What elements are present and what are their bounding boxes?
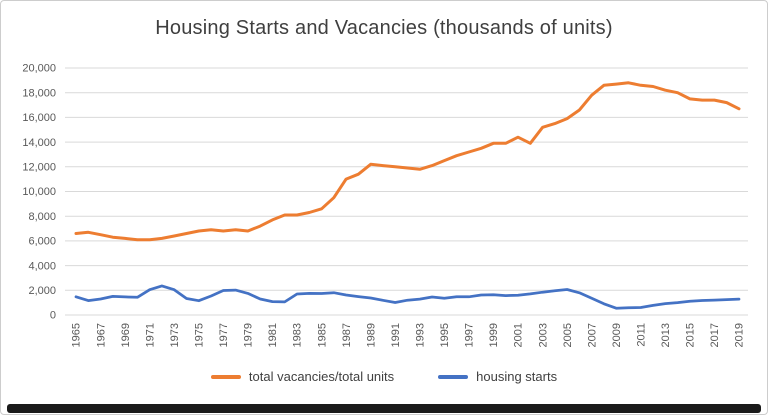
x-axis-tick-label: 2019 <box>734 323 746 347</box>
x-axis-tick-label: 2011 <box>636 323 648 347</box>
x-axis-tick-label: 2005 <box>562 323 574 347</box>
x-axis-tick-label: 1997 <box>464 323 476 347</box>
x-axis-tick-label: 1973 <box>169 323 181 347</box>
x-axis-tick-label: 1981 <box>267 323 279 347</box>
bottom-bar <box>7 404 761 413</box>
series-line-vacancies <box>74 81 741 242</box>
y-axis-tick-label: 14,000 <box>22 137 56 149</box>
x-axis-tick-label: 2007 <box>586 323 598 347</box>
y-axis-tick-label: 4,000 <box>28 260 56 272</box>
x-axis-tick-label: 1969 <box>120 323 132 347</box>
x-axis-tick-label: 1965 <box>71 323 83 347</box>
y-axis-tick-label: 20,000 <box>22 63 56 75</box>
x-axis-tick-label: 2001 <box>513 323 525 347</box>
x-axis-tick-label: 1977 <box>218 323 230 347</box>
x-axis-tick-label: 1967 <box>95 323 107 347</box>
y-axis-tick-label: 8,000 <box>28 211 56 223</box>
y-axis-tick-label: 6,000 <box>28 236 56 248</box>
series-line-housing-starts <box>74 284 741 310</box>
x-axis-tick-label: 1983 <box>292 323 304 347</box>
housing-starts-line-swatch <box>438 374 469 379</box>
legend-label-vacancies: total vacancies/total units <box>248 369 395 384</box>
x-axis-tick-label: 1985 <box>316 323 328 347</box>
x-axis-tick-label: 2003 <box>537 323 549 347</box>
x-axis-tick-label: 2015 <box>685 323 697 347</box>
legend-item-vacancies: total vacancies/total units <box>210 369 395 384</box>
x-axis-tick-label: 1999 <box>488 323 500 347</box>
x-axis-tick-label: 1975 <box>194 323 206 347</box>
x-axis-tick-label: 2013 <box>660 323 672 347</box>
x-axis-tick-label: 1987 <box>341 323 353 347</box>
x-axis-tick-label: 2017 <box>709 323 721 347</box>
x-axis-tick-label: 1991 <box>390 323 402 347</box>
legend-label-housing-starts: housing starts <box>476 369 558 384</box>
y-axis-tick-label: 12,000 <box>22 162 56 174</box>
y-axis-tick-label: 10,000 <box>22 186 56 198</box>
legend-item-housing-starts: housing starts <box>438 369 557 384</box>
y-axis-tick-label: 2,000 <box>28 285 56 297</box>
x-axis-tick-label: 1979 <box>243 323 255 347</box>
y-axis-tick-label: 18,000 <box>22 87 56 99</box>
chart-title: Housing Starts and Vacancies (thousands … <box>155 17 613 39</box>
y-axis-tick-label: 0 <box>50 310 56 322</box>
x-axis-tick-label: 1989 <box>365 323 377 347</box>
x-axis-tick-label: 1995 <box>439 323 451 347</box>
x-axis-tick-label: 2009 <box>611 323 623 347</box>
x-axis-tick-label: 1993 <box>415 323 427 347</box>
legend: total vacancies/total units housing star… <box>1 369 767 384</box>
vacancies-line-swatch <box>210 374 241 379</box>
x-axis-tick-label: 1971 <box>144 323 156 347</box>
y-axis-tick-label: 16,000 <box>22 112 56 124</box>
